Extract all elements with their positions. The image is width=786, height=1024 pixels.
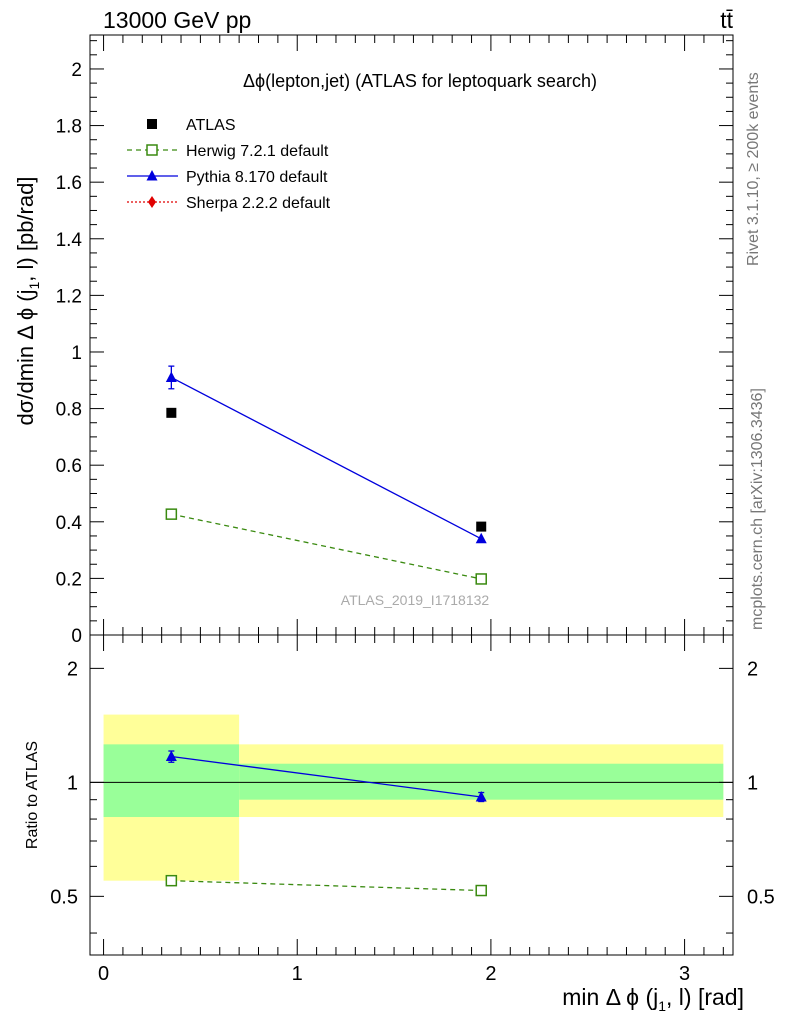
legend-marker bbox=[146, 144, 158, 156]
legend-label: Pythia 8.170 default bbox=[186, 169, 328, 186]
data-point bbox=[165, 874, 178, 887]
y-tick-label: 1.6 bbox=[56, 173, 82, 194]
x-tick-label: 3 bbox=[679, 963, 690, 985]
data-point bbox=[166, 407, 177, 418]
y-tick-label: 1 bbox=[71, 343, 82, 364]
x-tick-label: 1 bbox=[292, 963, 303, 985]
y-tick-label: 0.2 bbox=[56, 569, 82, 590]
y-tick-label: 0.6 bbox=[56, 456, 82, 477]
x-tick-label: 0 bbox=[98, 963, 109, 985]
series-line bbox=[171, 880, 482, 892]
data-point bbox=[475, 884, 487, 897]
y-tick-label: 0 bbox=[71, 626, 82, 647]
series-line bbox=[171, 755, 482, 798]
y-tick-label: 0.4 bbox=[56, 513, 83, 534]
ratio-bands bbox=[103, 714, 724, 881]
data-point bbox=[475, 532, 487, 544]
data-point bbox=[165, 508, 178, 520]
ratio-panel-frame: 0 1 2 3 0.5 0.5 1 1 2 2 bbox=[50, 35, 775, 985]
legend: ATLAS Herwig 7.2.1 default Pythia 8.170 de… bbox=[127, 117, 331, 212]
main-chart-title: Δϕ(lepton,jet) (ATLAS for leptoquark sea… bbox=[243, 71, 597, 91]
ratio-y-tick-label: 0.5 bbox=[50, 886, 78, 908]
data-point bbox=[475, 790, 487, 802]
y-tick-label: 0.8 bbox=[56, 400, 82, 421]
legend-label: Herwig 7.2.1 default bbox=[186, 143, 329, 160]
y-tick-label: 1.4 bbox=[56, 230, 83, 251]
rivet-label: Rivet 3.1.10, ≥ 200k events bbox=[745, 72, 762, 266]
legend-marker bbox=[147, 119, 157, 129]
mcplots-label: mcplots.cern.ch [arXiv:1306.3436] bbox=[749, 388, 766, 630]
y-tick-label: 1.8 bbox=[56, 117, 82, 138]
data-point bbox=[165, 371, 177, 382]
ratio-y-tick-label: 2 bbox=[67, 658, 78, 680]
data-point bbox=[476, 521, 487, 532]
legend-marker bbox=[146, 170, 158, 181]
legend-label: Sherpa 2.2.2 default bbox=[186, 195, 331, 212]
energy-label: 13000 GeV pp bbox=[103, 7, 251, 33]
x-tick-label: 2 bbox=[485, 963, 496, 985]
data-point bbox=[475, 573, 487, 585]
y-tick-label: 2 bbox=[71, 60, 82, 81]
y-tick-label: 1.2 bbox=[56, 286, 82, 307]
axes-frame bbox=[89, 634, 734, 956]
ratio-series-layer bbox=[165, 750, 487, 897]
x-axis-label: min Δ ϕ (j1, l) [rad] bbox=[562, 984, 744, 1014]
legend-label: ATLAS bbox=[186, 117, 236, 134]
ratio-y-tick-label: 1 bbox=[67, 772, 78, 794]
ratio-y-tick-label-right: 0.5 bbox=[747, 886, 775, 908]
watermark-label: ATLAS_2019_I1718132 bbox=[341, 592, 490, 608]
main-y-axis-label: dσ/dmin Δ ϕ (j1, l) [pb/rad] bbox=[13, 177, 42, 426]
series-line bbox=[171, 376, 482, 540]
ratio-y-tick-label-right: 2 bbox=[747, 658, 758, 680]
legend-marker bbox=[148, 196, 156, 208]
series-line bbox=[171, 513, 482, 580]
ratio-y-axis-label: Ratio to ATLAS bbox=[24, 741, 41, 849]
data-point bbox=[165, 750, 177, 762]
main-panel-frame: 0 0.2 0.4 0.6 0.8 1 1.2 1.4 1.6 1.8 2 bbox=[56, 34, 734, 647]
process-label: tt̄ bbox=[720, 7, 733, 33]
ratio-y-tick-label-right: 1 bbox=[747, 772, 758, 794]
main-series-layer bbox=[165, 365, 487, 585]
